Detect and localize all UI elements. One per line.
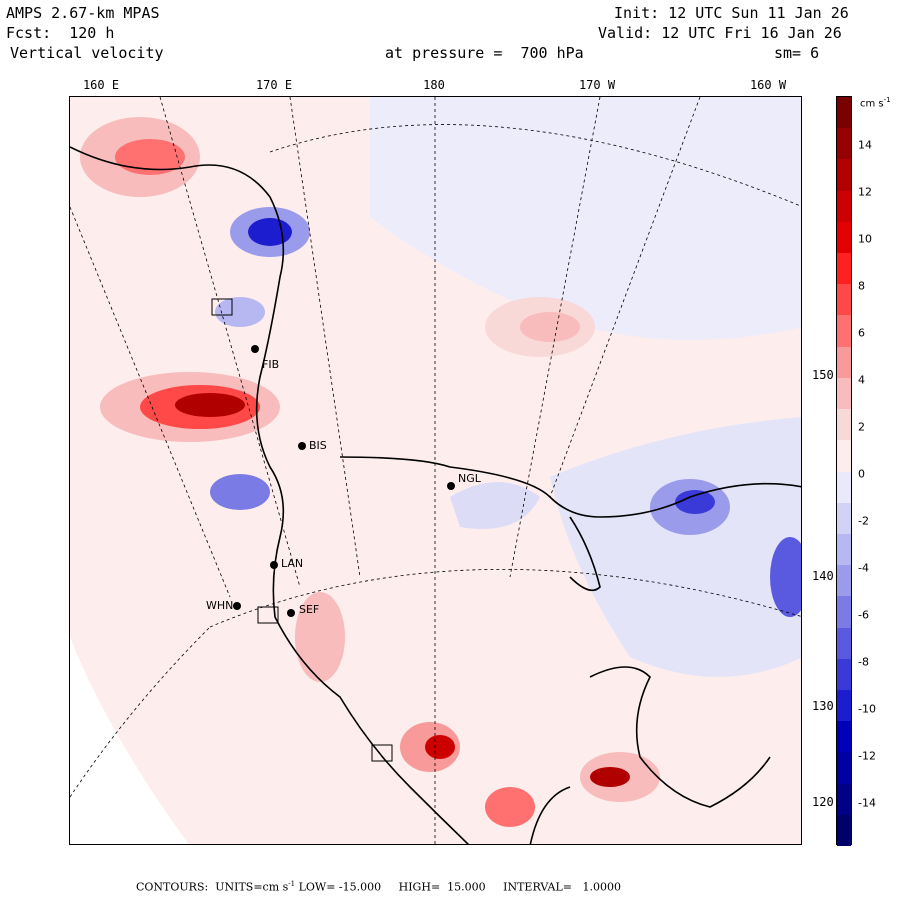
colorbar-segment xyxy=(837,440,851,472)
colorbar-tick-label: -6 xyxy=(858,608,869,622)
lon-label-160e: 160 E xyxy=(82,78,120,92)
colorbar-segment xyxy=(837,565,851,597)
colorbar-segment xyxy=(837,689,851,722)
lon-label-180: 180 xyxy=(423,78,445,92)
field-name: Vertical velocity xyxy=(10,44,164,62)
colorbar-segment xyxy=(837,315,851,348)
updraft-patches xyxy=(295,297,660,827)
station-label-ngl: NGL xyxy=(458,472,481,485)
lon-label-170e: 170 E xyxy=(255,78,293,92)
colorbar-tick-label: 2 xyxy=(858,420,865,434)
station-label-sef: SEF xyxy=(299,603,320,616)
station-label-fib: FIB xyxy=(262,358,280,371)
map-panel: BIS NGL LAN WHN SEF FIB xyxy=(69,96,802,845)
colorbar-segment xyxy=(837,159,851,192)
graticule xyxy=(70,97,801,844)
colorbar-segment xyxy=(837,596,851,629)
colorbar-tick-label: -10 xyxy=(858,702,876,716)
colorbar-segment xyxy=(837,627,851,660)
colorbar-segment xyxy=(837,814,851,847)
colorbar-tick-label: 10 xyxy=(858,232,872,246)
colorbar-segment xyxy=(837,253,851,285)
colorbar-tick-label: -4 xyxy=(858,561,869,575)
colorbar-segment xyxy=(837,128,851,160)
colorbar-tick-label: 8 xyxy=(858,279,865,293)
colorbar-segment xyxy=(837,533,851,566)
station-label-lan: LAN xyxy=(281,557,304,570)
colorbar-tick-label: -14 xyxy=(858,796,876,810)
colorbar-tick-label: -12 xyxy=(858,749,876,763)
colorbar-segment xyxy=(837,221,851,254)
colorbar-segment xyxy=(837,721,851,753)
station-dot-ngl xyxy=(447,482,455,490)
station-label-whn: WHN xyxy=(206,599,234,612)
station-dot-sef xyxy=(287,609,295,617)
colorbar-tick-label: 4 xyxy=(858,373,865,387)
colorbar xyxy=(836,96,852,847)
neutral-negative-region xyxy=(370,97,801,340)
colorbar-segment xyxy=(837,658,851,691)
colorbar-tick-label: 12 xyxy=(858,185,872,199)
station-dot-whn xyxy=(233,602,241,610)
site-box xyxy=(371,744,393,762)
lon-label-160w: 160 W xyxy=(749,78,787,92)
valid-time: Valid: 12 UTC Fri 16 Jan 26 xyxy=(598,24,842,42)
colorbar-segment xyxy=(837,97,851,129)
site-box xyxy=(257,606,279,624)
contour-info: CONTOURS: UNITS=cm s-1 LOW= -15.000 HIGH… xyxy=(136,880,621,894)
colorbar-segment xyxy=(837,284,851,316)
model-title: AMPS 2.67-km MPAS xyxy=(6,4,160,22)
colorbar-tick-label: -2 xyxy=(858,514,869,528)
colorbar-tick-label: 0 xyxy=(858,467,865,481)
init-time: Init: 12 UTC Sun 11 Jan 26 xyxy=(614,4,849,22)
colorbar-units: cm s-1 xyxy=(860,96,891,110)
forecast-hour: Fcst: 120 h xyxy=(6,24,115,42)
station-label-bis: BIS xyxy=(309,439,327,452)
colorbar-segment xyxy=(837,409,851,441)
site-box xyxy=(211,298,233,316)
strong-updraft-cluster-west xyxy=(80,117,280,442)
station-dot-bis xyxy=(298,442,306,450)
station-dot-fib xyxy=(251,345,259,353)
smoothing-value: sm= 6 xyxy=(774,44,820,62)
negative-region-central xyxy=(450,482,540,529)
colorbar-segment xyxy=(837,346,851,379)
pressure-level: at pressure = 700 hPa xyxy=(385,44,584,62)
colorbar-segment xyxy=(837,752,851,785)
colorbar-segment xyxy=(837,471,851,504)
colorbar-tick-label: 14 xyxy=(858,138,872,152)
colorbar-tick-label: -8 xyxy=(858,655,869,669)
map-canvas xyxy=(70,97,801,844)
colorbar-segment xyxy=(837,783,851,816)
colorbar-segment xyxy=(837,502,851,535)
colorbar-tick-label: 6 xyxy=(858,326,865,340)
colorbar-segment xyxy=(837,190,851,223)
colorbar-segment xyxy=(837,377,851,410)
negative-region-east xyxy=(550,417,801,677)
coastline xyxy=(70,146,801,844)
station-dot-lan xyxy=(270,561,278,569)
lon-label-170w: 170 W xyxy=(578,78,616,92)
